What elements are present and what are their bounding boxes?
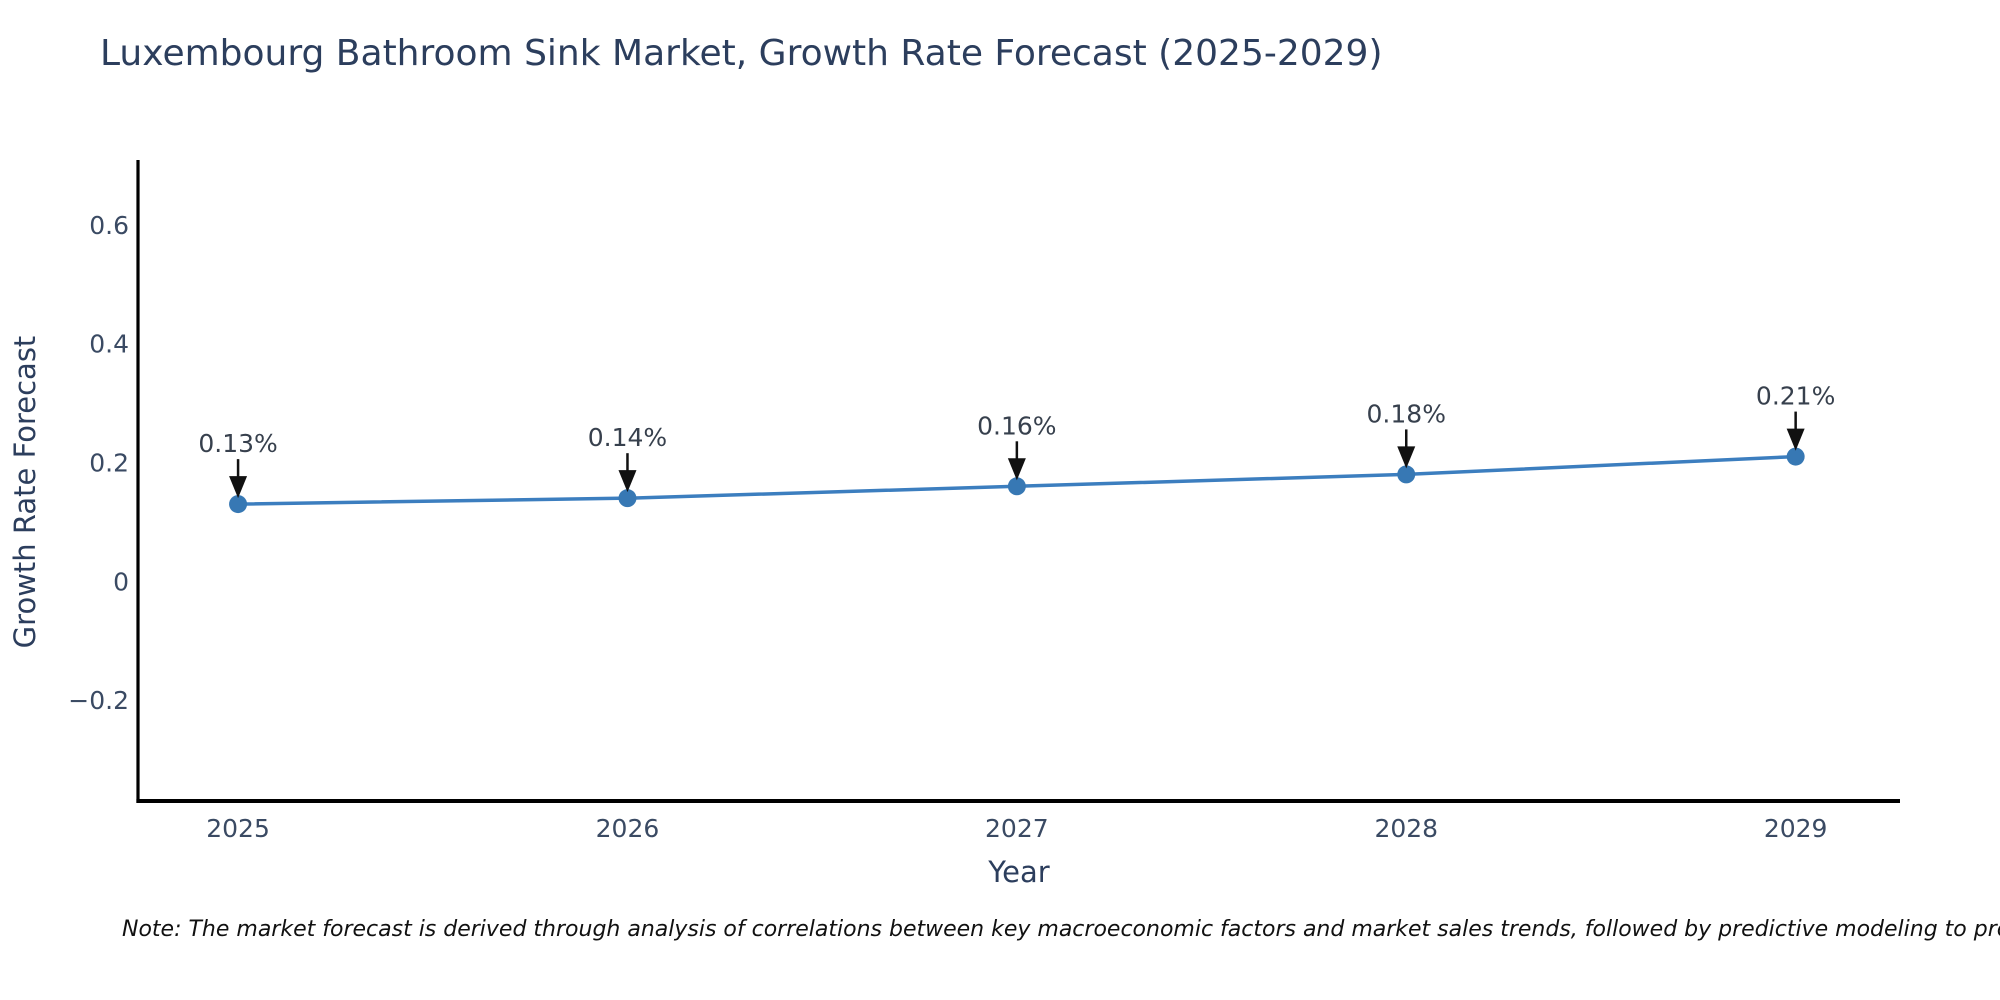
y-tick-label: 0.6 <box>89 211 129 240</box>
data-point <box>1007 477 1026 496</box>
data-point <box>1397 465 1416 484</box>
data-point <box>1786 447 1805 466</box>
point-value-label: 0.16% <box>977 411 1056 440</box>
annotation-arrow-head <box>1007 458 1026 481</box>
x-axis-title: Year <box>988 855 1050 889</box>
y-tick-label: −0.2 <box>68 686 129 715</box>
y-tick-label: 0.2 <box>89 449 129 478</box>
x-tick-label: 2029 <box>1764 814 1828 843</box>
annotation-arrow-head <box>1397 446 1416 469</box>
data-point <box>618 489 637 508</box>
x-tick-label: 2027 <box>985 814 1049 843</box>
methodology-note: Note: The market forecast is derived thr… <box>122 917 2000 942</box>
y-tick-label: 0.4 <box>89 330 129 359</box>
annotation-arrow-head <box>618 470 637 493</box>
y-axis-title: Growth Rate Forecast <box>8 335 42 649</box>
x-tick-label: 2026 <box>596 814 660 843</box>
x-tick-label: 2025 <box>206 814 270 843</box>
point-value-label: 0.18% <box>1367 399 1446 428</box>
point-value-label: 0.14% <box>588 423 667 452</box>
data-point <box>229 495 248 514</box>
chart-title: Luxembourg Bathroom Sink Market, Growth … <box>100 33 1383 74</box>
point-value-label: 0.13% <box>198 429 277 458</box>
x-tick-label: 2028 <box>1374 814 1438 843</box>
point-value-label: 0.21% <box>1756 382 1835 411</box>
y-tick-label: 0 <box>113 567 129 596</box>
annotation-arrow-head <box>229 476 248 499</box>
annotation-arrow-head <box>1786 428 1805 451</box>
